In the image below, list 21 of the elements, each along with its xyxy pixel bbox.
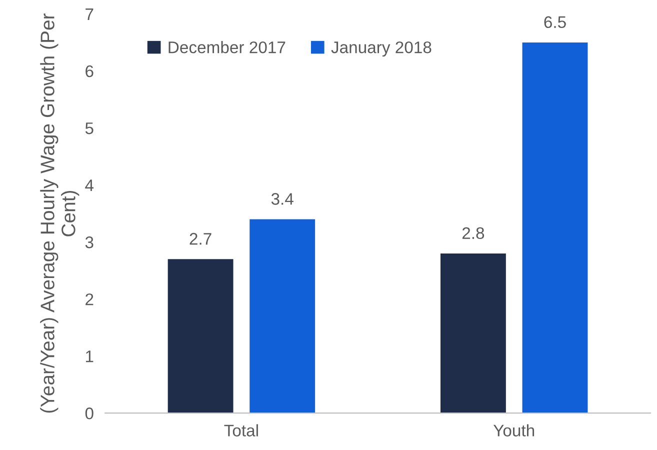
legend-label: December 2017 xyxy=(168,41,286,54)
data-label: 6.5 xyxy=(544,16,566,28)
bar xyxy=(250,219,316,414)
x-tick-label: Total xyxy=(224,424,258,436)
y-tick-label: 3 xyxy=(85,236,94,248)
y-tick-label: 2 xyxy=(86,293,94,306)
y-tick-label: 5 xyxy=(85,122,94,134)
data-label: 2.8 xyxy=(462,227,484,240)
data-label: 2.7 xyxy=(190,232,212,245)
y-tick-label: 0 xyxy=(85,408,94,420)
bar xyxy=(168,259,234,414)
x-tick-label: Youth xyxy=(493,424,534,436)
bar xyxy=(440,253,506,414)
legend-label: January 2018 xyxy=(331,41,432,57)
y-tick-label: 4 xyxy=(85,180,94,192)
y-tick-label: 6 xyxy=(86,65,94,78)
y-tick-label: 1 xyxy=(86,350,94,362)
data-label: 3.4 xyxy=(271,193,294,205)
y-tick-label: 7 xyxy=(86,8,94,20)
y-axis-title: (Year/Year) Average Hourly Wage Growth (Per Cent) xyxy=(40,14,80,413)
bar xyxy=(522,42,588,414)
